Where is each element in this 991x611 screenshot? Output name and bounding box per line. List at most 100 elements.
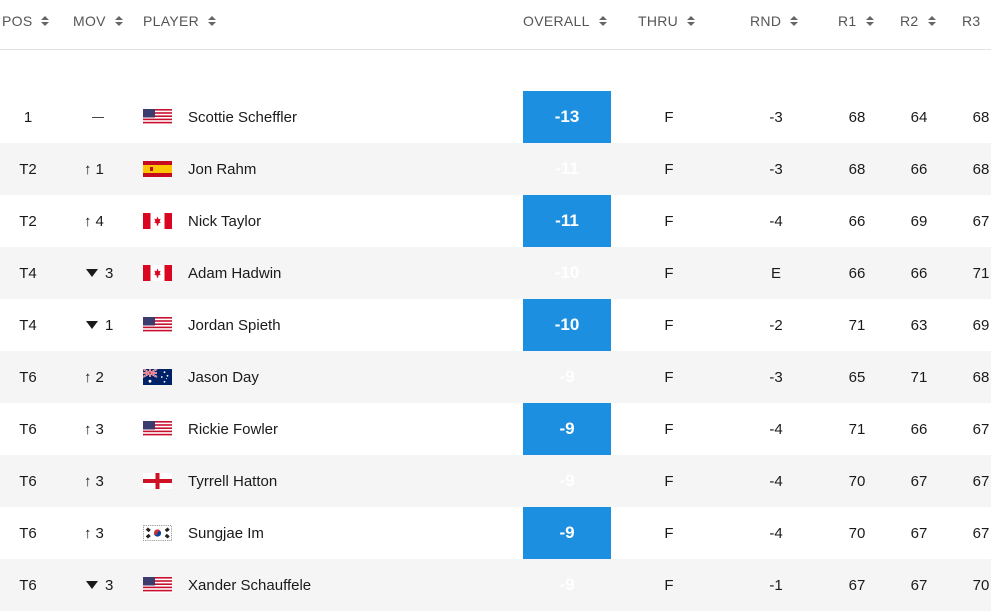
r1-header-label: R1 [838,13,857,29]
round-score: E [770,264,781,282]
usa-flag-icon [143,317,172,333]
arrow-up-icon: ↑ [84,212,92,230]
overall-header-label: OVERALL [523,13,590,29]
r2-score: 69 [910,212,928,230]
sort-icon [41,16,50,26]
canada-flag-icon [143,265,172,281]
no-change-icon [92,116,104,118]
round-score: -2 [769,316,783,334]
rnd-column-header[interactable]: RND [750,0,799,42]
mov-column-header[interactable]: MOV [73,0,123,42]
table-row[interactable]: T2 ↑ 1 Jon Rahm -11 F -3 68 66 68 [0,143,991,195]
usa-flag-icon [143,421,172,437]
round-score: -3 [769,160,783,178]
position-cell: T6 [19,368,37,386]
overall-score: -13 [554,107,580,126]
movement-cell: ↑ 3 [84,507,124,559]
arrow-up-icon: ↑ [84,368,92,386]
leaderboard-rows: 1 Scottie Scheffler -13 F -3 68 64 68 T2… [0,91,991,611]
table-row[interactable]: T2 ↑ 4 Nick Taylor -11 F -4 66 69 67 [0,195,991,247]
table-row[interactable]: 1 Scottie Scheffler -13 F -3 68 64 68 [0,91,991,143]
thru-cell: F [664,108,674,126]
r1-score: 70 [848,524,866,542]
table-row[interactable]: T6 ↑ 3 Rickie Fowler -9 F -4 71 66 67 [0,403,991,455]
player-name[interactable]: Scottie Scheffler [188,108,297,126]
movement-cell: 1 [84,299,124,351]
overall-score: -10 [554,315,580,334]
movement-cell: ↑ 2 [84,351,124,403]
overall-column-header[interactable]: OVERALL [523,0,607,42]
table-row[interactable]: T4 1 Jordan Spieth -10 F -2 71 63 69 [0,299,991,351]
spain-flag-icon [143,161,172,177]
player-name[interactable]: Rickie Fowler [188,420,279,438]
player-name[interactable]: Sungjae Im [188,524,264,542]
rnd-header-label: RND [750,13,782,29]
canada-flag-icon [143,213,172,229]
position-cell: T2 [19,160,37,178]
sort-icon [598,16,607,26]
england-flag-icon [143,473,172,489]
thru-cell: F [664,472,674,490]
movement-cell: ↑ 4 [84,195,124,247]
round-score: -3 [769,368,783,386]
r3-header-label: R3 [962,13,981,29]
round-score: -3 [769,108,783,126]
sort-icon [865,16,874,26]
sort-icon [114,16,123,26]
player-name[interactable]: Jordan Spieth [188,316,281,334]
r1-column-header[interactable]: R1 [838,0,874,42]
r1-score: 65 [848,368,866,386]
position-cell: T6 [19,524,37,542]
table-row[interactable]: T6 ↑ 2 Jason Day -9 F -3 65 71 68 [0,351,991,403]
table-row[interactable]: T6 3 Xander Schauffele -9 F -1 67 67 70 [0,559,991,611]
thru-cell: F [664,524,674,542]
r2-score: 71 [910,368,928,386]
r2-score: 64 [910,108,928,126]
r2-score: 66 [910,160,928,178]
r3-column-header[interactable]: R3 [962,0,981,42]
arrow-up-icon: ↑ [84,524,92,542]
movement-value: 4 [95,212,104,230]
r2-score: 67 [910,576,928,594]
thru-header-label: THRU [638,13,679,29]
pos-column-header[interactable]: POS [2,0,50,42]
r2-column-header[interactable]: R2 [900,0,936,42]
overall-score: -9 [559,367,575,386]
thru-column-header[interactable]: THRU [638,0,696,42]
position-cell: T6 [19,576,37,594]
r1-score: 66 [848,212,866,230]
overall-score: -9 [559,471,575,490]
player-name[interactable]: Jon Rahm [188,160,257,178]
movement-cell: ↑ 1 [84,143,124,195]
round-score: -4 [769,420,783,438]
overall-score: -11 [555,159,579,178]
table-row[interactable]: T6 ↑ 3 Sungjae Im -9 F -4 70 67 67 [0,507,991,559]
r3-score: 67 [972,420,990,438]
table-row[interactable]: T6 ↑ 3 Tyrrell Hatton -9 F -4 70 67 67 [0,455,991,507]
movement-value: 3 [95,420,104,438]
player-name[interactable]: Nick Taylor [188,212,262,230]
r2-score: 67 [910,524,928,542]
overall-score: -10 [554,263,580,282]
triangle-down-icon [86,581,98,589]
r3-score: 67 [972,524,990,542]
player-name[interactable]: Jason Day [188,368,259,386]
r2-score: 66 [910,420,928,438]
player-name[interactable]: Xander Schauffele [188,576,312,594]
movement-cell: ↑ 3 [84,403,124,455]
sort-icon [927,16,936,26]
player-column-header[interactable]: PLAYER [143,0,217,42]
r2-score: 67 [910,472,928,490]
arrow-up-icon: ↑ [84,472,92,490]
australia-flag-icon [143,369,172,385]
arrow-up-icon: ↑ [84,160,92,178]
player-name[interactable]: Adam Hadwin [188,264,282,282]
movement-value: 3 [105,576,114,594]
table-row[interactable]: T4 3 Adam Hadwin -10 F E 66 66 71 [0,247,991,299]
overall-score: -9 [559,419,575,438]
player-name[interactable]: Tyrrell Hatton [188,472,278,490]
movement-value: 1 [105,316,114,334]
r3-score: 69 [972,316,990,334]
r3-score: 67 [972,212,990,230]
r3-score: 68 [972,368,990,386]
